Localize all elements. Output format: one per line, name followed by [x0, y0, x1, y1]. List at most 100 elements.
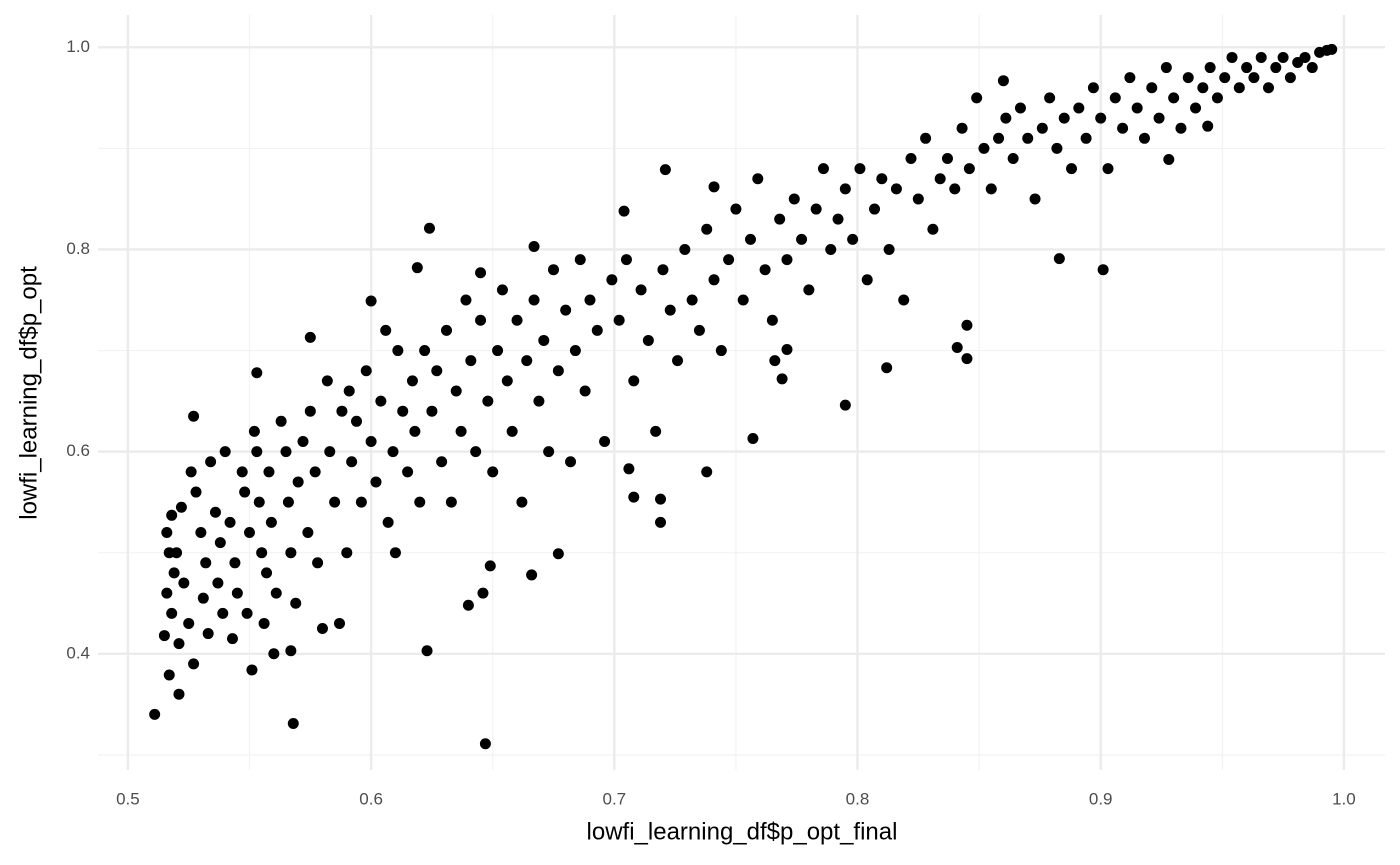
point	[997, 75, 1009, 87]
point	[1153, 112, 1165, 124]
point	[1109, 92, 1121, 104]
point	[365, 295, 377, 307]
point	[803, 284, 815, 296]
point	[941, 153, 953, 165]
point	[956, 122, 968, 134]
point	[268, 648, 280, 660]
point	[628, 491, 640, 503]
point	[1080, 132, 1092, 144]
point	[175, 501, 187, 513]
point	[854, 163, 866, 175]
point	[487, 466, 499, 478]
point	[781, 254, 793, 266]
point	[460, 294, 472, 306]
point	[1284, 72, 1296, 84]
point	[244, 526, 256, 538]
point	[482, 395, 494, 407]
point	[1117, 122, 1129, 134]
point	[226, 633, 238, 645]
point	[620, 254, 632, 266]
point	[810, 203, 822, 215]
point	[304, 405, 316, 417]
point	[470, 446, 482, 458]
point	[1036, 122, 1048, 134]
point	[166, 607, 178, 619]
point	[166, 509, 178, 521]
point	[1197, 82, 1209, 94]
point	[161, 526, 173, 538]
point	[898, 294, 910, 306]
point	[657, 264, 669, 276]
point	[1058, 112, 1070, 124]
point	[869, 203, 881, 215]
point	[324, 446, 336, 458]
point	[214, 537, 226, 549]
point	[258, 617, 270, 629]
point	[392, 345, 404, 357]
point	[533, 395, 545, 407]
point	[1000, 112, 1012, 124]
point	[664, 304, 676, 316]
point	[229, 557, 241, 569]
point	[591, 324, 603, 336]
point	[236, 466, 248, 478]
point	[200, 557, 212, 569]
point	[847, 233, 859, 245]
point	[890, 183, 902, 195]
point	[190, 486, 202, 498]
point	[224, 516, 236, 528]
point	[185, 466, 197, 478]
point	[747, 432, 759, 444]
point	[419, 345, 431, 357]
point	[506, 425, 518, 437]
x-axis-title: lowfi_learning_df$p_opt_final	[587, 818, 898, 845]
point	[708, 181, 720, 193]
point	[382, 516, 394, 528]
point	[197, 592, 209, 604]
point	[788, 193, 800, 205]
point	[275, 415, 287, 427]
point	[993, 132, 1005, 144]
point	[701, 223, 713, 235]
point	[290, 597, 302, 609]
point	[336, 405, 348, 417]
point	[246, 664, 258, 676]
point	[1007, 153, 1019, 165]
point	[462, 599, 474, 611]
point	[876, 173, 888, 185]
point	[766, 314, 778, 326]
point	[287, 718, 299, 730]
point	[406, 375, 418, 387]
point	[173, 638, 185, 650]
point	[479, 738, 491, 750]
point	[1182, 72, 1194, 84]
point	[1097, 264, 1109, 276]
point	[212, 577, 224, 589]
point	[538, 334, 550, 346]
x-tick-label: 1.0	[1332, 789, 1356, 808]
point	[188, 658, 200, 670]
point	[387, 446, 399, 458]
point	[370, 476, 382, 488]
point	[618, 205, 630, 217]
point	[241, 607, 253, 619]
point	[285, 645, 297, 657]
y-tick-label: 1.0	[66, 37, 90, 56]
point	[496, 284, 508, 296]
point	[168, 567, 180, 579]
point	[389, 547, 401, 559]
point	[1022, 132, 1034, 144]
point	[881, 362, 893, 374]
point	[484, 560, 496, 572]
point	[511, 314, 523, 326]
point	[543, 446, 555, 458]
y-tick-label: 0.8	[66, 239, 90, 258]
point	[516, 496, 528, 508]
point	[1175, 122, 1187, 134]
point	[492, 345, 504, 357]
point	[659, 164, 671, 176]
point	[1160, 62, 1172, 74]
point	[679, 243, 691, 255]
point	[912, 193, 924, 205]
